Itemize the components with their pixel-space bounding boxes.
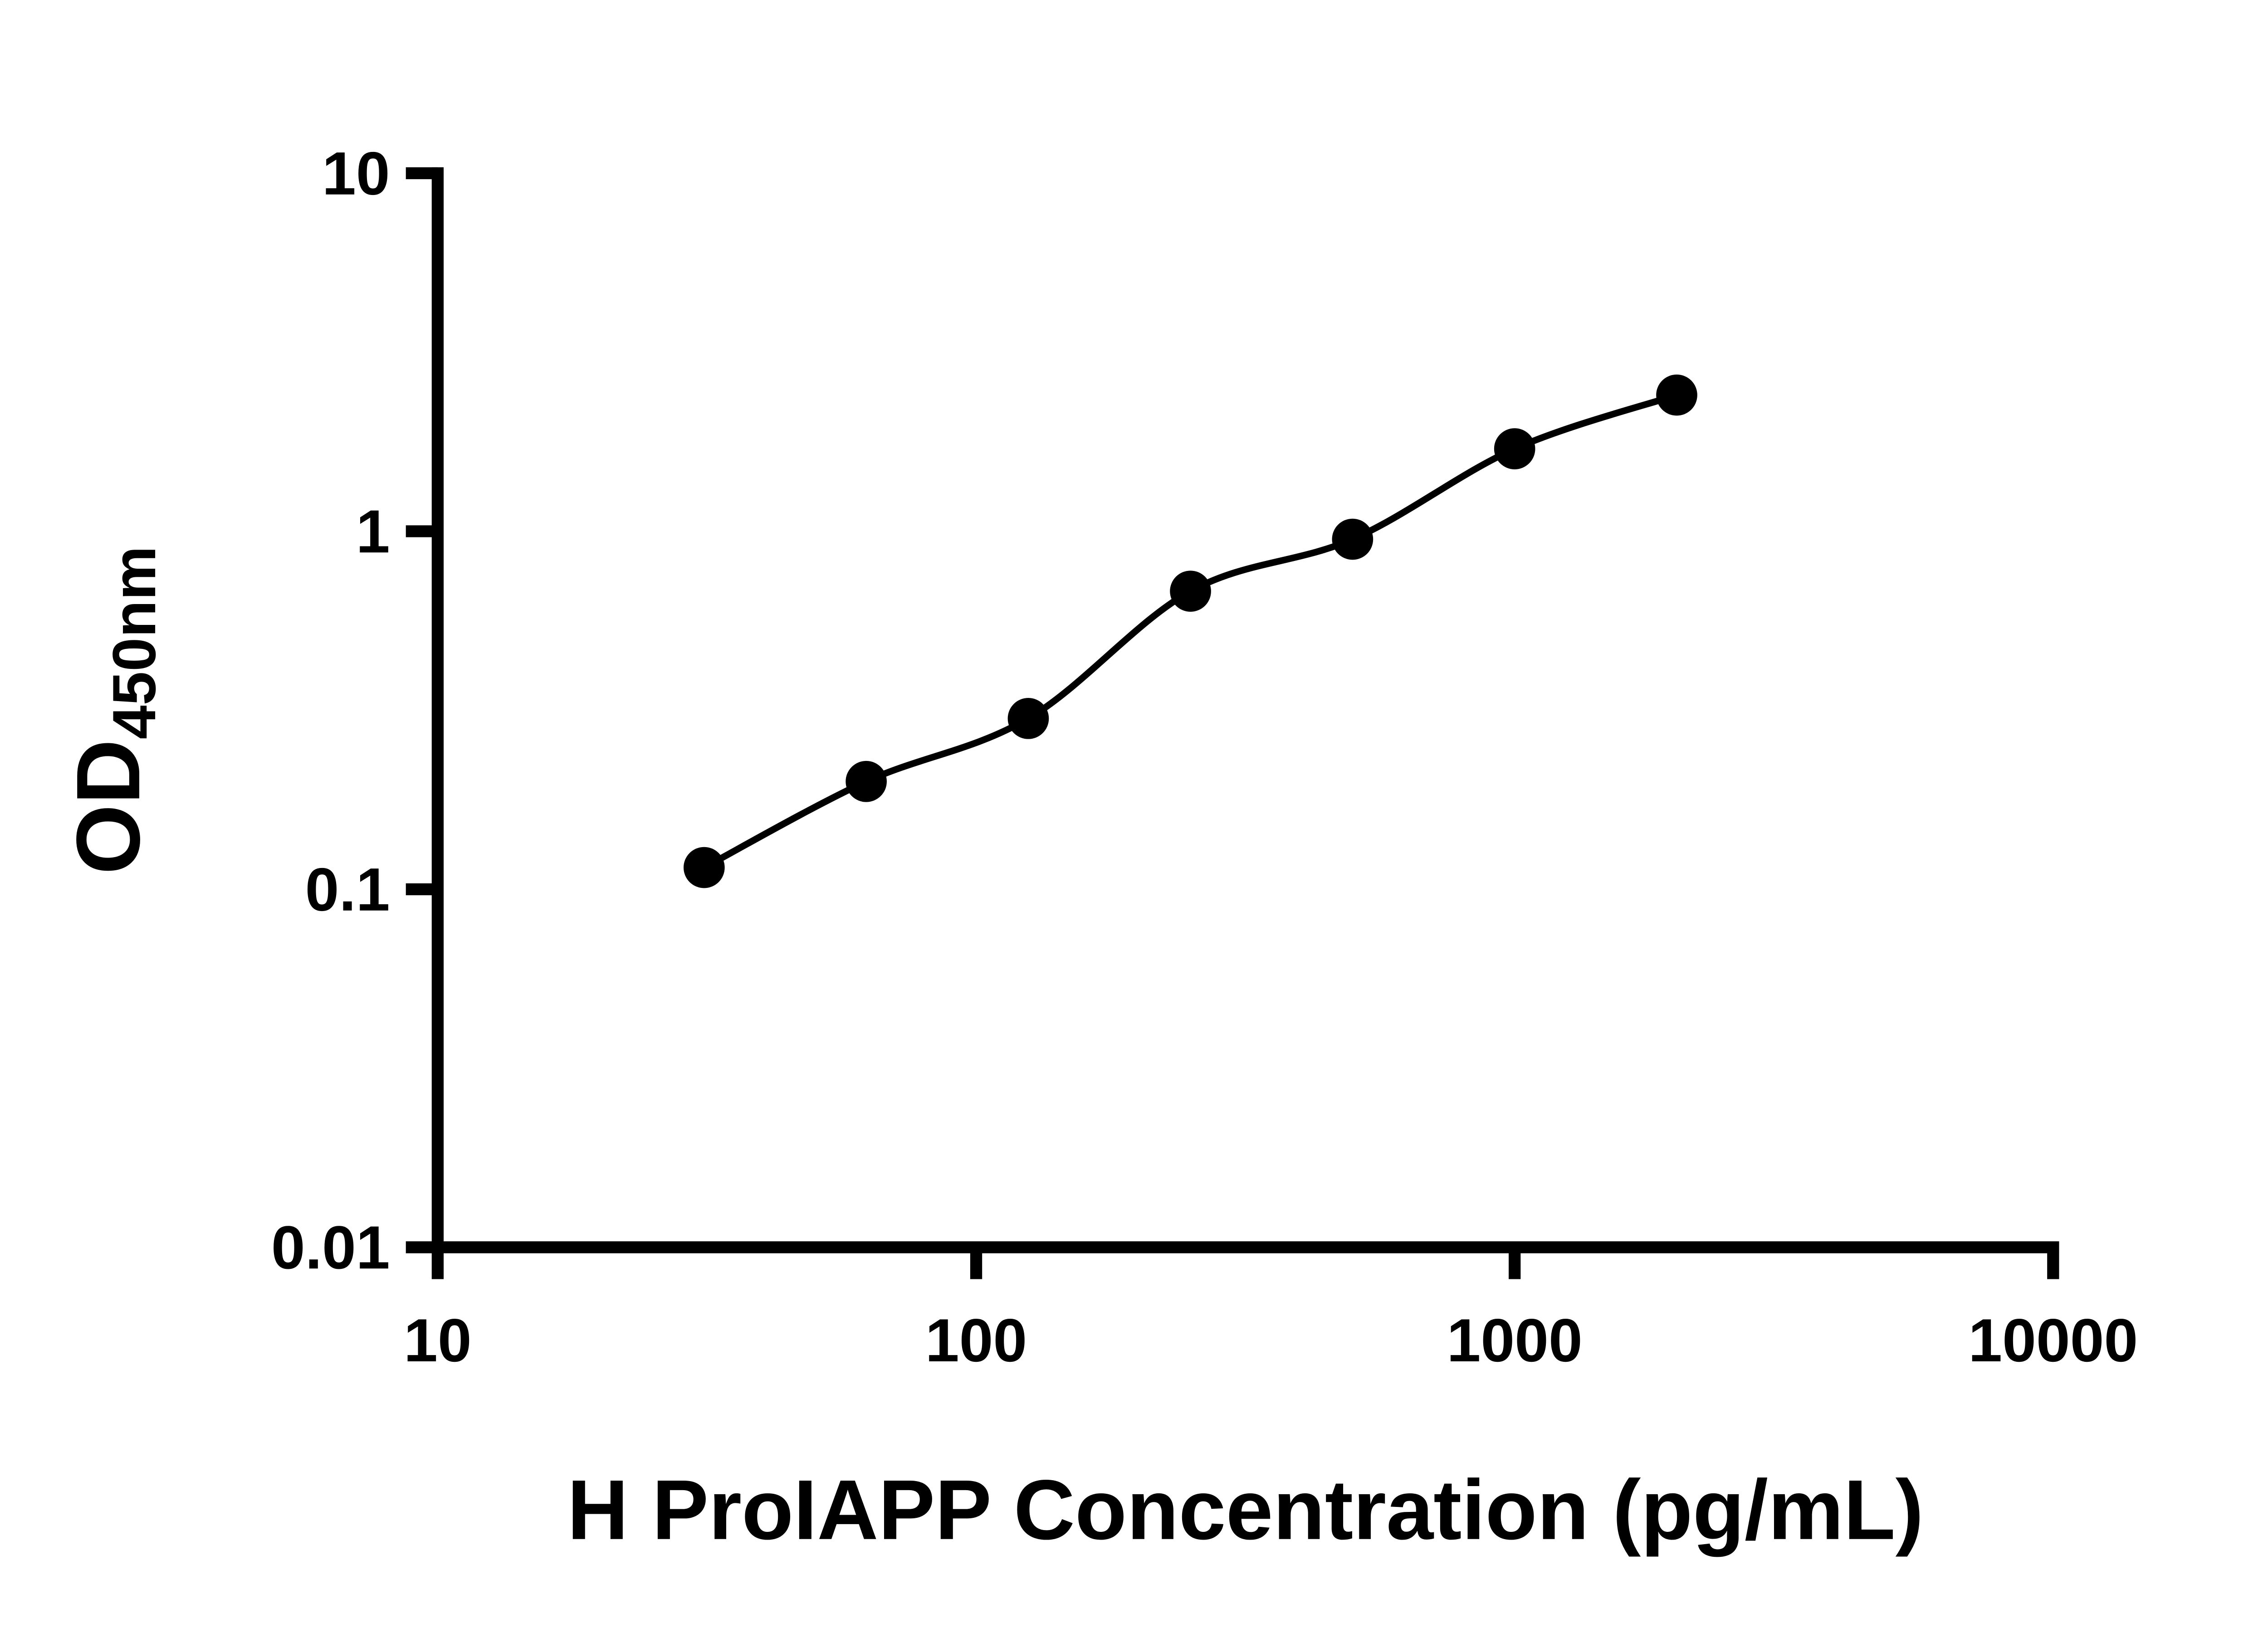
data-point	[1007, 698, 1049, 739]
x-tick-label: 100	[925, 1306, 1027, 1375]
y-tick-label: 0.01	[271, 1213, 390, 1282]
data-point	[684, 847, 725, 888]
data-point	[846, 760, 887, 802]
data-point	[1656, 374, 1697, 416]
x-tick-label: 10	[404, 1306, 472, 1375]
y-tick-label: 0.1	[305, 855, 390, 924]
y-axis-title: OD450nm	[58, 546, 168, 874]
y-tick-label: 1	[356, 497, 390, 566]
x-tick-label: 10000	[1968, 1306, 2138, 1375]
data-point	[1332, 518, 1374, 560]
data-point	[1494, 428, 1535, 469]
y-tick-label: 10	[322, 139, 390, 208]
y-axis-title-sub: 450nm	[100, 546, 168, 739]
x-tick-label: 1000	[1447, 1306, 1583, 1375]
x-axis-title: H ProIAPP Concentration (pg/mL)	[567, 1462, 1924, 1557]
data-point	[1170, 570, 1211, 612]
fit-curve	[702, 392, 1678, 871]
y-axis-title-main: OD	[58, 739, 159, 874]
axes	[431, 167, 2059, 1253]
